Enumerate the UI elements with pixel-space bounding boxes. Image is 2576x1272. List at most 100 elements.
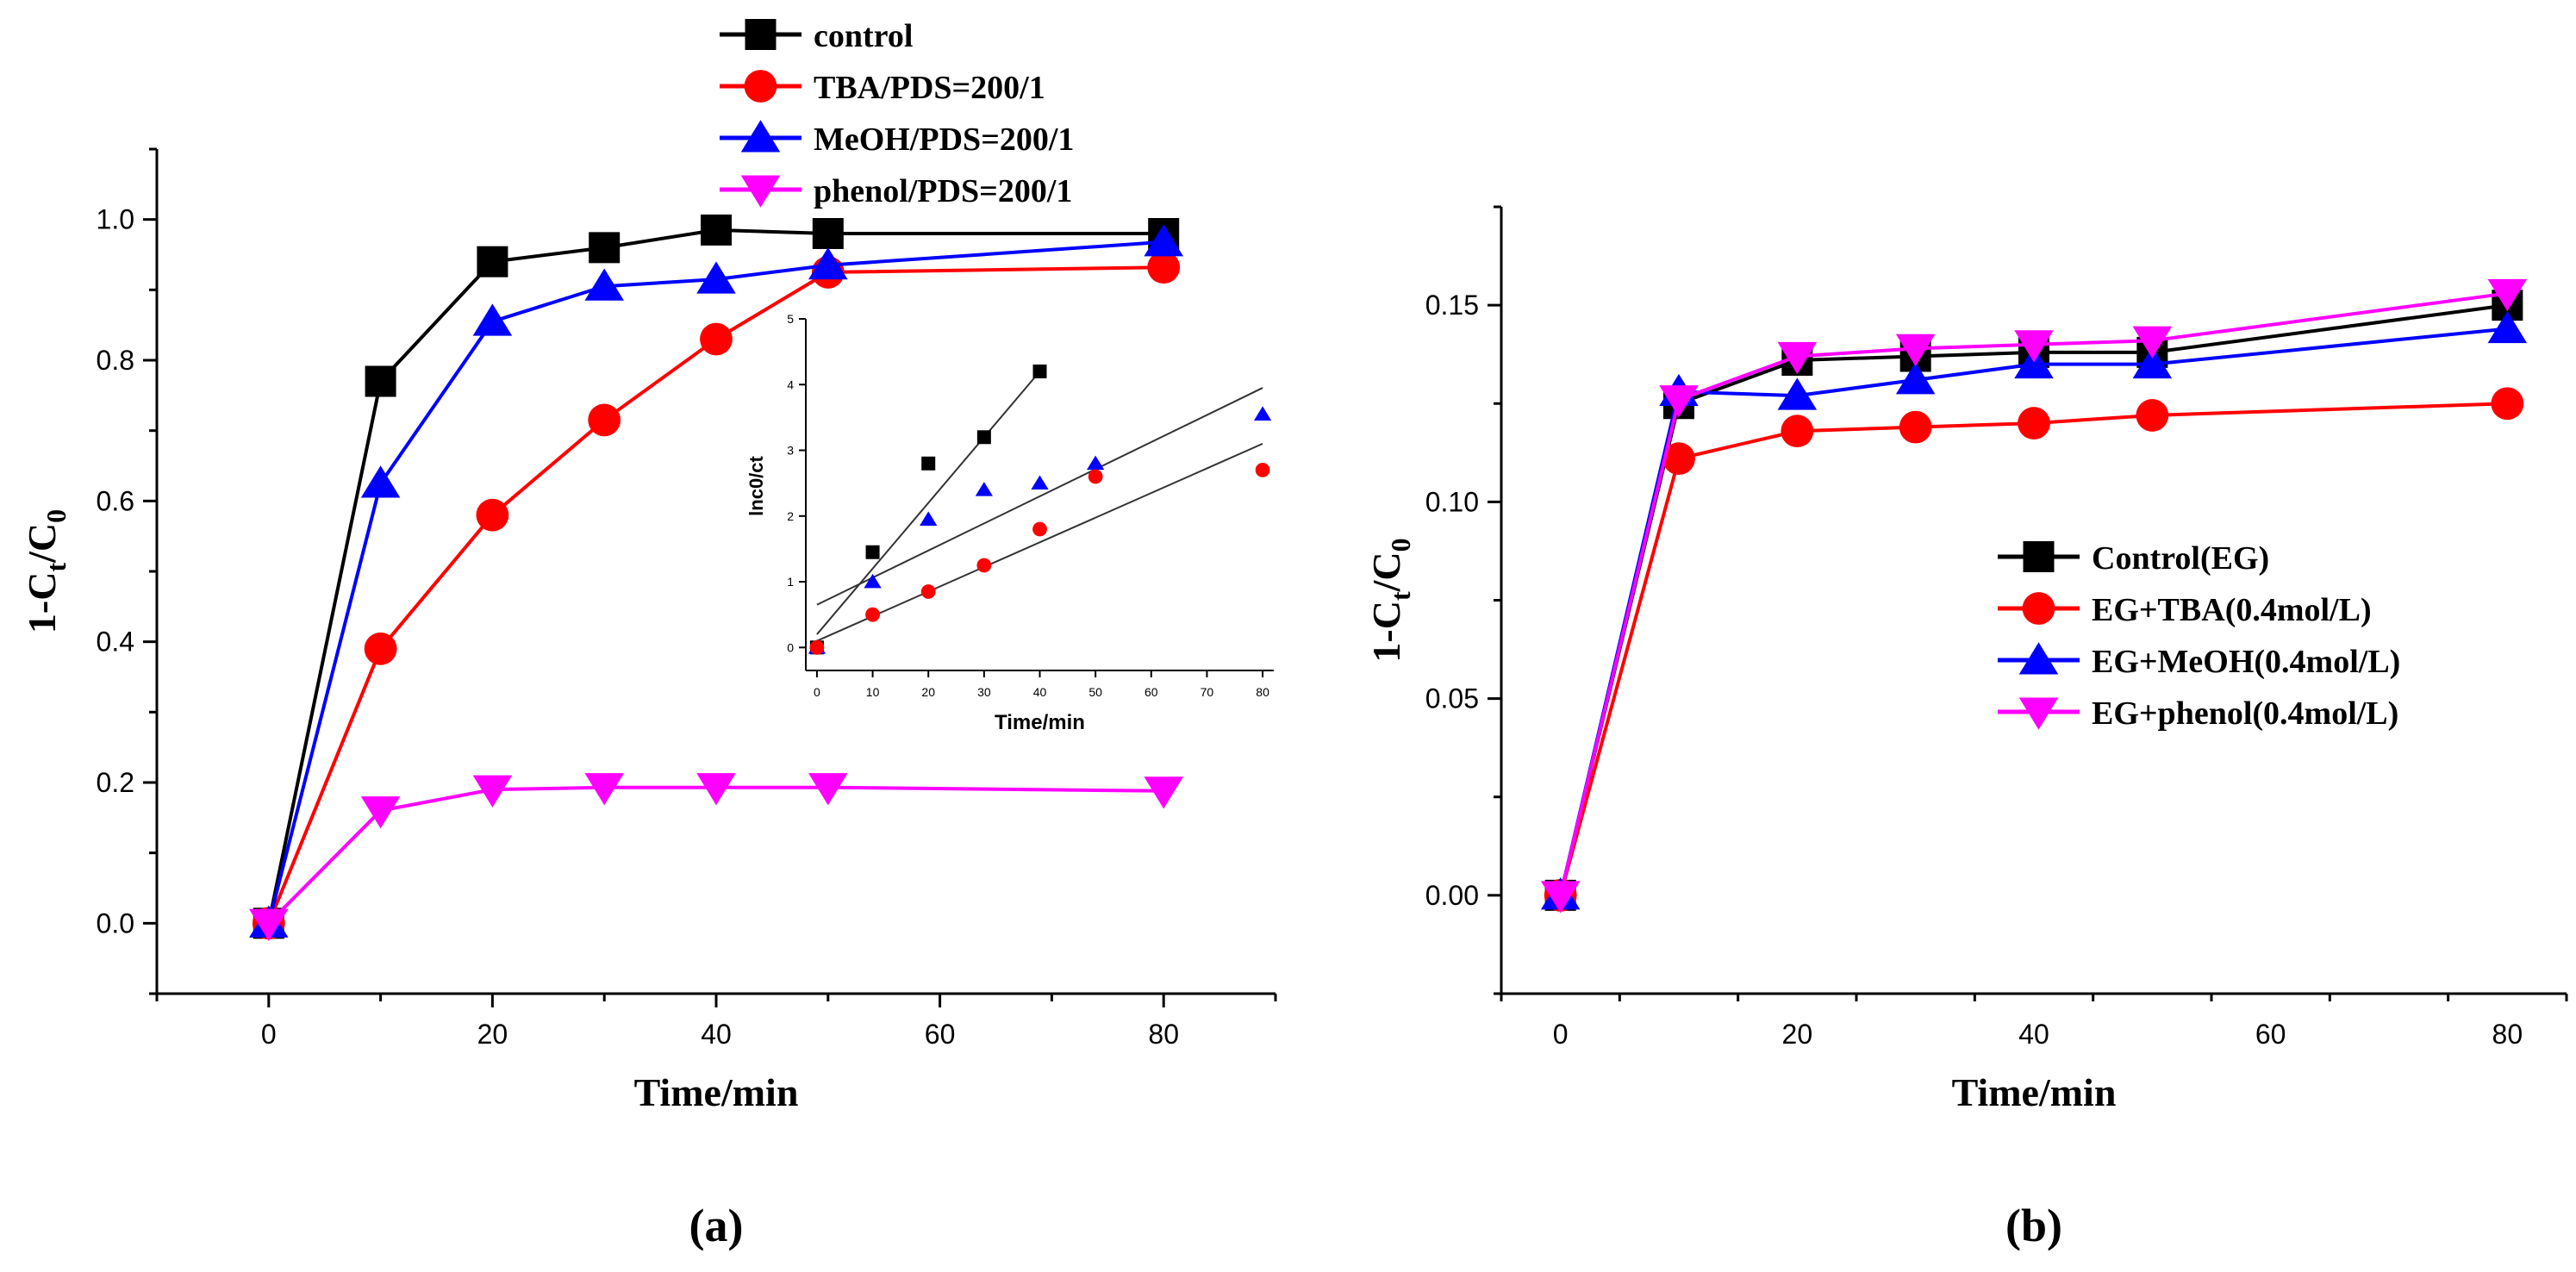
legend-label: phenol/PDS=200/1 — [814, 173, 1072, 209]
legend-item: control — [720, 18, 913, 54]
legend-marker — [745, 19, 777, 50]
series-2 — [249, 224, 1183, 938]
inset-data-point — [809, 639, 825, 655]
data-point — [1540, 881, 1581, 913]
y-tick-label: 0.05 — [1425, 683, 1479, 714]
inset-data-point — [865, 607, 880, 622]
data-point — [1144, 776, 1183, 809]
data-point — [2132, 326, 2173, 359]
legend-marker — [2022, 592, 2055, 625]
inset-data-point — [975, 482, 993, 496]
y-axis-label-main: 1-C — [1364, 601, 1408, 663]
data-point — [249, 908, 289, 942]
inset-fit-line — [816, 442, 1263, 642]
inset-data-point — [865, 545, 880, 559]
legend-item: EG+MeOH(0.4mol/L) — [1998, 642, 2400, 680]
data-point — [700, 322, 733, 356]
data-point — [1147, 251, 1181, 284]
data-point — [589, 232, 621, 264]
legend-marker — [744, 70, 777, 103]
y-tick-label: 0.8 — [97, 345, 134, 376]
inset-x-tick-label: 70 — [1201, 685, 1214, 699]
y-tick-label: 0.2 — [97, 767, 134, 798]
inset-data-point — [1253, 406, 1272, 421]
legend-marker — [2018, 697, 2059, 730]
data-point — [1662, 442, 1695, 476]
x-tick-label: 20 — [1782, 1019, 1813, 1050]
inset-x-tick-label: 20 — [921, 685, 935, 699]
inset-data-point — [1032, 521, 1047, 537]
inset-data-point — [1087, 455, 1105, 471]
y-axis-label: 1-Ct/C0 — [20, 509, 72, 633]
data-point — [701, 214, 732, 246]
y-axis-label-sub: 0 — [1385, 538, 1416, 552]
y-axis-label-sub: t — [1385, 591, 1416, 601]
series-line — [266, 265, 1164, 925]
inset-data-point — [1255, 463, 1270, 477]
legend-marker — [740, 175, 781, 208]
panel-label: (a) — [689, 1200, 744, 1251]
inset-x-tick-label: 30 — [977, 685, 991, 699]
legend-label: EG+TBA(0.4mol/L) — [2092, 592, 2372, 628]
inset-x-tick-label: 0 — [814, 685, 820, 699]
y-tick-label: 0.15 — [1425, 290, 1479, 321]
x-tick-label: 40 — [2018, 1019, 2049, 1050]
data-point — [472, 775, 513, 807]
data-point — [2018, 407, 2050, 440]
data-point — [360, 796, 401, 829]
legend-label: EG+phenol(0.4mol/L) — [2092, 695, 2398, 732]
data-point — [1659, 385, 1699, 418]
data-point — [2136, 399, 2169, 432]
inset-y-tick-label: 2 — [787, 509, 794, 523]
data-point — [1895, 362, 1936, 395]
data-point — [1895, 334, 1936, 367]
data-point — [808, 773, 848, 806]
y-axis-label-main: /C — [1364, 552, 1408, 592]
legend-item: phenol/PDS=200/1 — [720, 173, 1072, 209]
inset-y-tick-label: 3 — [787, 444, 794, 458]
data-point — [1144, 224, 1183, 257]
x-tick-label: 80 — [1148, 1019, 1179, 1050]
legend-label: MeOH/PDS=200/1 — [814, 122, 1074, 158]
inset-data-point — [1031, 475, 1049, 490]
y-tick-label: 1.0 — [97, 204, 134, 235]
data-point — [1777, 341, 1818, 375]
y-tick-label: 0.6 — [97, 485, 134, 516]
y-axis-label-main: /C — [20, 523, 64, 564]
inset-y-tick-label: 0 — [787, 640, 794, 654]
inset-data-point — [921, 456, 936, 471]
y-tick-label: 0.0 — [97, 907, 134, 938]
legend-item: MeOH/PDS=200/1 — [720, 120, 1074, 158]
data-point — [360, 465, 401, 498]
data-point — [2132, 346, 2173, 379]
legend-item: EG+TBA(0.4mol/L) — [1998, 592, 2372, 628]
legend-marker — [740, 120, 781, 153]
legend-label: control — [814, 18, 913, 54]
inset-x-tick-label: 80 — [1256, 685, 1269, 699]
panel-label: (b) — [2005, 1200, 2062, 1251]
inset-fit-line — [816, 371, 1041, 635]
inset-data-point — [976, 430, 991, 445]
y-axis-label-main: 1-C — [20, 572, 64, 634]
data-point — [2487, 310, 2528, 344]
y-tick-label: 0.10 — [1425, 486, 1479, 517]
legend-item: TBA/PDS=200/1 — [720, 70, 1045, 106]
legend-marker — [2023, 541, 2055, 572]
inset-x-axis-label: Time/min — [995, 711, 1085, 734]
inset-fit-line — [816, 387, 1263, 606]
data-point — [2491, 387, 2524, 421]
data-point — [2014, 346, 2054, 379]
x-tick-label: 20 — [477, 1019, 508, 1050]
y-axis-label-sub: t — [41, 563, 72, 572]
inset-x-tick-label: 50 — [1088, 685, 1102, 699]
inset-y-tick-label: 4 — [787, 377, 794, 391]
inset-data-point — [864, 573, 882, 589]
data-point — [365, 365, 396, 397]
x-axis-label: Time/min — [1952, 1070, 2117, 1114]
panel-a: 0 20 40 60 800.00.20.40.60.81.0Time/min1-Ct/… — [20, 18, 1277, 1251]
data-point — [364, 632, 397, 665]
legend-label: EG+MeOH(0.4mol/L) — [2092, 644, 2400, 680]
y-tick-label: 0.00 — [1425, 880, 1479, 911]
y-axis-label-sub: 0 — [41, 509, 72, 523]
